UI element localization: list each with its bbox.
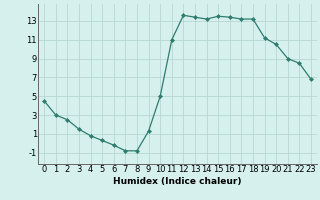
X-axis label: Humidex (Indice chaleur): Humidex (Indice chaleur) xyxy=(113,177,242,186)
